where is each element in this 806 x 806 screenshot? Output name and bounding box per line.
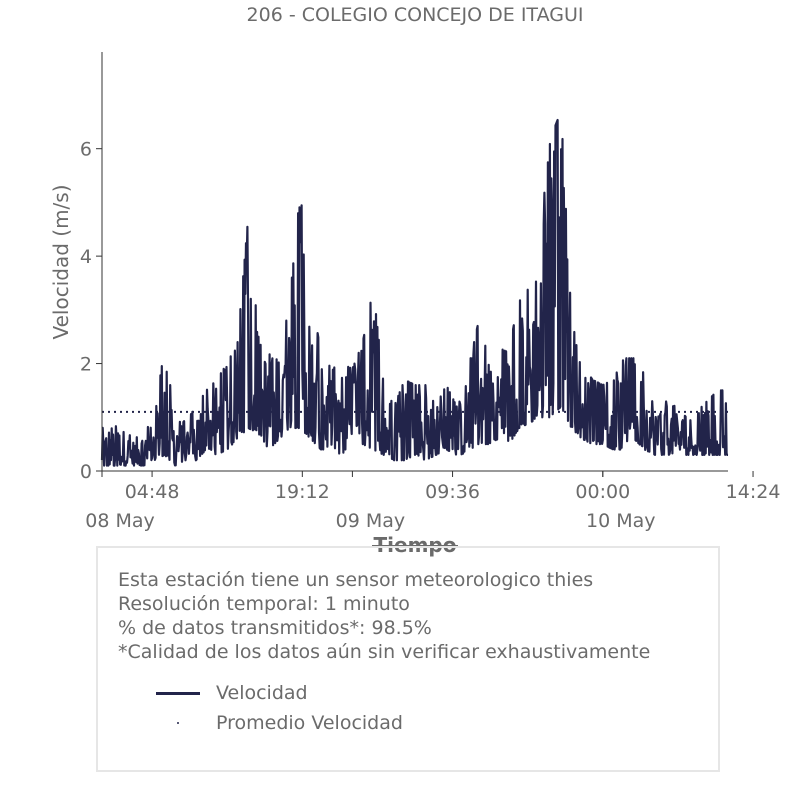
y-axis-label: Velocidad (m/s) [49,184,73,339]
x-tick-label: 09:36 [425,481,480,503]
date-label: 10 May [586,510,656,532]
legend-swatch-dot [156,708,200,738]
info-text: Esta estación tiene un sensor meteorolog… [118,568,650,664]
info-sensor: Esta estación tiene un sensor meteorolog… [118,569,594,591]
y-tick-label: 4 [80,246,92,268]
plot-area [100,118,729,467]
chart-title: 206 - COLEGIO CONCEJO DE ITAGUI [247,4,584,26]
info-quality: *Calidad de los datos aún sin verificar … [118,641,651,663]
x-tick-label: 19:12 [275,481,330,503]
x-tick-label: 14:24 [726,481,781,503]
info-transmitted: % de datos transmitidos*: 98.5% [118,617,432,639]
date-label: 08 May [85,510,155,532]
info-box: Esta estación tiene un sensor meteorolog… [96,546,720,772]
legend-item-velocidad: Velocidad [156,678,403,708]
legend-swatch-line [156,678,200,708]
legend-label-velocidad: Velocidad [216,682,308,704]
legend: Velocidad Promedio Velocidad [156,678,403,738]
legend-item-promedio: Promedio Velocidad [156,708,403,738]
info-resolution: Resolución temporal: 1 minuto [118,593,410,615]
y-tick-label: 6 [80,139,92,161]
y-tick-label: 2 [80,354,92,376]
date-label: 09 May [336,510,406,532]
legend-label-promedio: Promedio Velocidad [216,712,403,734]
axes: 0 2 4 6 04:48 19:12 09:36 00:00 14:24 08 May 09 Ma… [80,52,781,532]
series-velocidad-line [100,118,729,467]
x-tick-label: 00:00 [575,481,630,503]
x-tick-label: 04:48 [125,481,180,503]
y-tick-label: 0 [80,461,92,483]
